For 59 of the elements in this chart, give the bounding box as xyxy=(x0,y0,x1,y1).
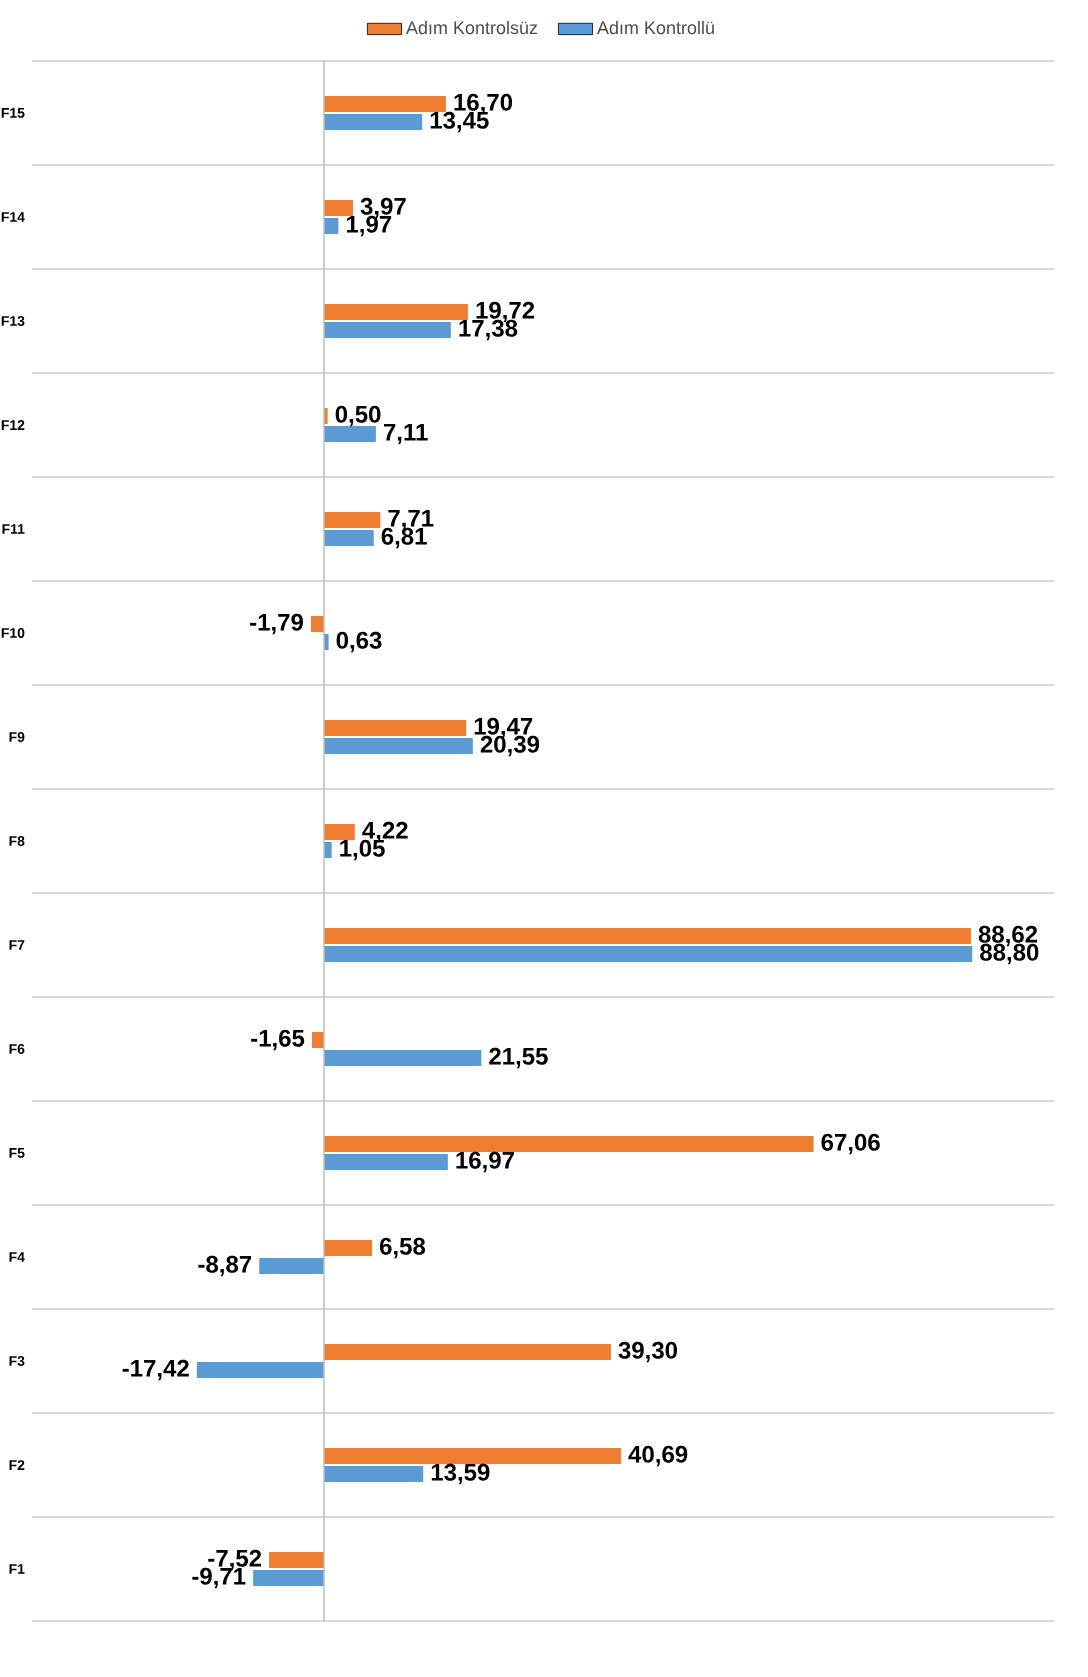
bar xyxy=(324,1466,424,1482)
legend-label: Adım Kontrolsüz xyxy=(405,20,538,35)
data-label: -1,65 xyxy=(251,1029,305,1051)
bar xyxy=(310,616,324,632)
bar xyxy=(324,425,376,442)
bar xyxy=(324,113,423,130)
bar xyxy=(253,1570,324,1586)
bar xyxy=(324,321,451,338)
bar xyxy=(324,719,467,736)
bar xyxy=(324,823,355,840)
legend-label: Adım Kontrollü xyxy=(596,20,714,35)
data-label: 7,11 xyxy=(384,423,428,445)
data-label: 16,97 xyxy=(456,1151,514,1173)
y-tick-label: F1 xyxy=(9,1564,25,1574)
bar xyxy=(324,1136,814,1152)
bar xyxy=(269,1552,324,1568)
y-tick-label: F6 xyxy=(9,1044,25,1054)
data-label: 6,58 xyxy=(379,1237,426,1259)
data-label: 0,50 xyxy=(335,405,381,427)
bar xyxy=(324,529,374,546)
bar xyxy=(324,95,446,112)
data-label: 67,06 xyxy=(821,1133,880,1155)
data-label: -8,87 xyxy=(198,1255,252,1277)
bar xyxy=(324,945,973,962)
data-label: -1,79 xyxy=(250,613,303,635)
y-tick-label: F8 xyxy=(9,836,25,846)
y-tick-label: F7 xyxy=(9,940,25,950)
bar xyxy=(311,1031,324,1048)
y-tick-label: F15 xyxy=(1,108,25,118)
data-label: 39,30 xyxy=(618,1341,678,1363)
y-tick-label: F3 xyxy=(9,1356,25,1366)
data-label: 0,63 xyxy=(336,631,382,653)
bar xyxy=(196,1362,324,1378)
y-tick-label: F13 xyxy=(1,316,25,326)
data-label: 21,55 xyxy=(489,1047,548,1069)
bar xyxy=(324,511,381,528)
y-tick-label: F9 xyxy=(9,732,25,742)
y-tick-label: F4 xyxy=(9,1252,25,1262)
bar xyxy=(324,199,353,216)
bar xyxy=(324,1344,611,1360)
bar xyxy=(324,928,971,944)
bar xyxy=(324,217,339,234)
bar xyxy=(324,1240,373,1256)
data-label: 40,69 xyxy=(628,1445,688,1467)
bar xyxy=(324,737,473,754)
y-tick-label: F5 xyxy=(9,1148,25,1158)
data-label: -17,42 xyxy=(122,1359,189,1381)
bar xyxy=(324,1153,448,1170)
y-tick-label: F12 xyxy=(1,420,25,430)
data-label: 13,59 xyxy=(431,1463,490,1485)
bar xyxy=(259,1258,324,1274)
y-tick-label: F11 xyxy=(2,524,25,534)
bar xyxy=(324,303,468,320)
y-tick-label: F14 xyxy=(1,212,25,222)
bar xyxy=(324,841,332,858)
y-tick-label: F2 xyxy=(9,1460,25,1470)
bar xyxy=(324,1448,622,1464)
bar xyxy=(324,1050,482,1066)
y-tick-label: F10 xyxy=(1,628,25,638)
